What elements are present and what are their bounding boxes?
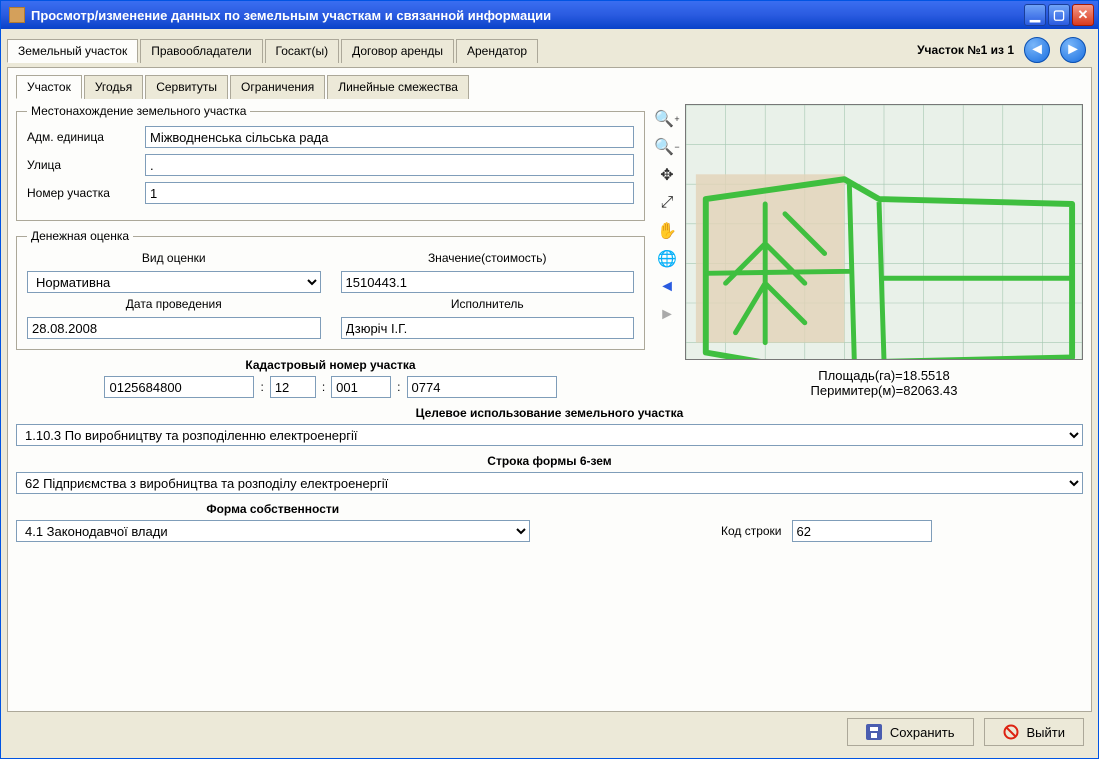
cadastral-sep: : [322,380,325,394]
subtab-easements[interactable]: Сервитуты [145,75,228,99]
sub-tabs: Участок Угодья Сервитуты Ограничения Лин… [16,74,1083,98]
tab-label: Арендатор [467,44,527,58]
nav-prev-button[interactable]: ◄ [1024,37,1050,63]
code-input[interactable] [792,520,932,542]
cadastral-sep: : [260,380,263,394]
val-type-select[interactable]: Нормативна [27,271,321,293]
tab-land-parcel[interactable]: Земельный участок [7,39,138,63]
tab-rights-holders[interactable]: Правообладатели [140,39,262,63]
globe-icon[interactable]: 🌐 [656,248,678,270]
cadastral-part1-input[interactable] [104,376,254,398]
location-legend: Местонахождение земельного участка [27,104,250,118]
val-date-header: Дата проведения [27,297,321,311]
save-button-label: Сохранить [890,725,955,740]
tab-gosakt[interactable]: Госакт(ы) [265,39,340,63]
val-executor-header: Исполнитель [341,297,635,311]
parcel-no-label: Номер участка [27,186,137,200]
subtab-lands[interactable]: Угодья [84,75,143,99]
tab-label: Сервитуты [156,80,217,94]
map-toolbar: 🔍+ 🔍− ✥ ⤢ ✋ 🌐 ◄ ► [653,104,681,398]
subtab-parcel[interactable]: Участок [16,75,82,99]
window-title: Просмотр/изменение данных по земельным у… [31,8,551,23]
nav-next-button[interactable]: ► [1060,37,1086,63]
val-value-header: Значение(стоимость) [341,251,635,265]
save-button[interactable]: Сохранить [847,718,974,746]
cadastral-part3-input[interactable] [331,376,391,398]
valuation-legend: Денежная оценка [27,229,133,243]
zoom-in-icon[interactable]: 🔍+ [656,108,678,130]
tab-label: Правообладатели [151,44,251,58]
street-input[interactable] [145,154,634,176]
main-tabs: Земельный участок Правообладатели Госакт… [7,38,540,62]
maximize-button[interactable]: ▢ [1048,4,1070,26]
zoom-out-icon[interactable]: 🔍− [656,136,678,158]
parcel-counter: Участок №1 из 1 [917,43,1014,57]
purpose-title: Целевое использование земельного участка [16,406,1083,420]
tab-label: Земельный участок [18,44,127,58]
tab-label: Договор аренды [352,44,443,58]
tab-panel: Участок Угодья Сервитуты Ограничения Лин… [7,67,1092,712]
ownership-select[interactable]: 4.1 Законодавчої влади [16,520,530,542]
close-button[interactable]: ✕ [1072,4,1094,26]
purpose-select[interactable]: 1.10.3 По виробництву та розподіленню ел… [16,424,1083,446]
map-view[interactable] [685,104,1083,360]
save-icon [866,724,882,740]
val-value-input[interactable] [341,271,635,293]
location-fieldset: Местонахождение земельного участка Адм. … [16,104,645,221]
subtab-linear[interactable]: Линейные смежества [327,75,469,99]
map-perimeter-label: Перимитер(м)=82063.43 [685,383,1083,398]
exit-button-label: Выйти [1027,725,1066,740]
titlebar: Просмотр/изменение данных по земельным у… [1,1,1098,29]
val-executor-input[interactable] [341,317,635,339]
cadastral-sep: : [397,380,400,394]
expand-icon[interactable]: ⤢ [656,192,678,214]
adm-unit-label: Адм. единица [27,130,137,144]
app-icon [9,7,25,23]
forward-icon[interactable]: ► [656,304,678,326]
tab-lease[interactable]: Договор аренды [341,39,454,63]
cadastral-part2-input[interactable] [270,376,316,398]
tab-label: Линейные смежества [338,80,458,94]
val-type-header: Вид оценки [27,251,321,265]
tab-label: Участок [27,80,71,94]
code-label: Код строки [721,524,782,538]
adm-unit-input[interactable] [145,126,634,148]
street-label: Улица [27,158,137,172]
ownership-title: Форма собственности [16,502,530,516]
val-date-input[interactable] [27,317,321,339]
tab-label: Угодья [95,80,132,94]
tab-tenant[interactable]: Арендатор [456,39,538,63]
exit-button[interactable]: Выйти [984,718,1085,746]
form6-title: Строка формы 6-зем [16,454,1083,468]
form6-select[interactable]: 62 Підприємства з виробництва та розподі… [16,472,1083,494]
cadastral-title: Кадастровый номер участка [16,358,645,372]
collapse-icon[interactable]: ✥ [656,164,678,186]
map-area-label: Площадь(га)=18.5518 [685,368,1083,383]
main-window: Просмотр/изменение данных по земельным у… [0,0,1099,759]
valuation-fieldset: Денежная оценка Вид оценки Значение(стои… [16,229,645,350]
subtab-restrictions[interactable]: Ограничения [230,75,325,99]
tab-label: Госакт(ы) [276,44,329,58]
tab-label: Ограничения [241,80,314,94]
minimize-button[interactable]: ▁ [1024,4,1046,26]
cadastral-part4-input[interactable] [407,376,557,398]
pan-icon[interactable]: ✋ [656,220,678,242]
parcel-no-input[interactable] [145,182,634,204]
exit-icon [1003,724,1019,740]
back-icon[interactable]: ◄ [656,276,678,298]
